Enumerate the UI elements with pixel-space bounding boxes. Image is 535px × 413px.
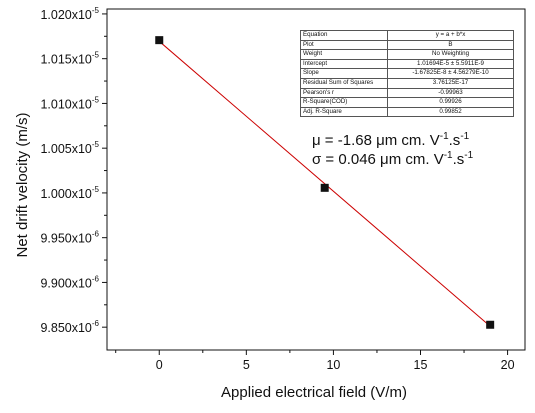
x-axis-title: Applied electrical field (V/m) [221, 384, 407, 401]
fit-table-value: -1.67825E-8 ± 4.56279E-10 [387, 68, 514, 79]
data-point [155, 36, 164, 45]
fit-table-key: Adj. R-Square [300, 106, 388, 118]
y-tick-label: 1.000x10-5 [40, 185, 99, 201]
fit-table-row: R-Square(COD) 0.99926 [300, 97, 514, 108]
fit-table-value: 1.01694E-5 ± 5.5911E-9 [387, 58, 514, 70]
y-tick-exponent: -6 [92, 230, 100, 239]
y-tick-mantissa: 1.005x10 [40, 142, 91, 156]
fit-table-row: Weight No Weighting [300, 49, 514, 60]
fit-table-row: Residual Sum of Squares 3.76125E-17 [300, 77, 514, 89]
x-tick-labels: 0 5 10 15 20 [156, 358, 515, 372]
y-axis-title: Net drift velocity (m/s) [14, 112, 31, 257]
fit-table-row: Pearson's r -0.99963 [300, 87, 514, 99]
data-point [486, 320, 495, 329]
x-tick-label: 0 [156, 358, 163, 372]
fit-table-key: Pearson's r [300, 87, 388, 99]
fit-table-key: Plot [300, 39, 388, 51]
fit-table-key: Equation [300, 30, 388, 41]
y-tick-mantissa: 1.020x10 [40, 8, 91, 22]
fit-table-value: y = a + b*x [387, 30, 514, 41]
fit-table-value: No Weighting [387, 49, 514, 60]
fit-table-key: Residual Sum of Squares [300, 77, 388, 89]
fit-table-key: Intercept [300, 58, 388, 70]
y-tick-label: 1.005x10-5 [40, 140, 99, 156]
y-tick-label: 9.900x10-6 [40, 274, 99, 290]
mobility-annotation: μ = -1.68 μm cm. V-1.s-1 [312, 131, 470, 149]
y-tick-label: 9.850x10-6 [40, 319, 99, 335]
data-point [320, 183, 329, 192]
y-tick-exponent: -5 [92, 6, 100, 15]
y-tick-exponent: -5 [92, 95, 100, 104]
fit-table-row: Equation y = a + b*x [300, 30, 514, 41]
fit-table-row: Intercept 1.01694E-5 ± 5.5911E-9 [300, 58, 514, 70]
x-tick-label: 15 [414, 358, 428, 372]
fit-table-value: 0.99852 [387, 106, 514, 118]
data-points [155, 36, 495, 329]
y-tick-label: 1.020x10-5 [40, 6, 99, 22]
y-tick-mantissa: 9.850x10 [40, 321, 91, 335]
y-tick-mantissa: 1.000x10 [40, 187, 91, 201]
fit-table-key: Weight [300, 49, 388, 60]
fit-line-group [158, 40, 491, 327]
fit-table-row: Plot B [300, 39, 514, 51]
plot-frame [106, 8, 526, 351]
plot-area-border [106, 8, 526, 351]
fit-table-key: Slope [300, 68, 388, 79]
x-tick-label: 5 [243, 358, 250, 372]
fit-table-row: Adj. R-Square 0.99852 [300, 106, 514, 118]
fit-line [158, 40, 491, 327]
sigma-annotation: σ = 0.046 μm cm. V-1.s-1 [312, 150, 474, 168]
y-tick-exponent: -5 [92, 185, 100, 194]
y-tick-label: 1.010x10-5 [40, 95, 99, 111]
fit-table-value: -0.99963 [387, 87, 514, 99]
fit-table-row: Slope -1.67825E-8 ± 4.56279E-10 [300, 68, 514, 79]
x-tick-label: 10 [326, 358, 340, 372]
fit-table-key: R-Square(COD) [300, 97, 388, 108]
axis-ticks [102, 13, 509, 355]
x-tick-label: 20 [501, 358, 515, 372]
fit-results-table: Equation y = a + b*x Plot B Weight No Weighti… [300, 30, 514, 118]
y-tick-mantissa: 9.950x10 [40, 232, 91, 246]
y-tick-mantissa: 1.010x10 [40, 97, 91, 111]
fit-table-value: B [387, 39, 514, 51]
y-tick-exponent: -6 [92, 274, 100, 283]
fit-table-value: 0.99926 [387, 97, 514, 108]
y-tick-label: 9.950x10-6 [40, 230, 99, 246]
y-tick-mantissa: 9.900x10 [40, 276, 91, 290]
y-tick-exponent: -5 [92, 51, 100, 60]
y-tick-mantissa: 1.015x10 [40, 53, 91, 67]
fit-table-value: 3.76125E-17 [387, 77, 514, 89]
y-tick-label: 1.015x10-5 [40, 51, 99, 67]
y-tick-exponent: -6 [92, 319, 100, 328]
y-tick-exponent: -5 [92, 140, 100, 149]
y-tick-labels: 9.850x10-69.900x10-69.950x10-61.000x10-5… [40, 6, 99, 335]
